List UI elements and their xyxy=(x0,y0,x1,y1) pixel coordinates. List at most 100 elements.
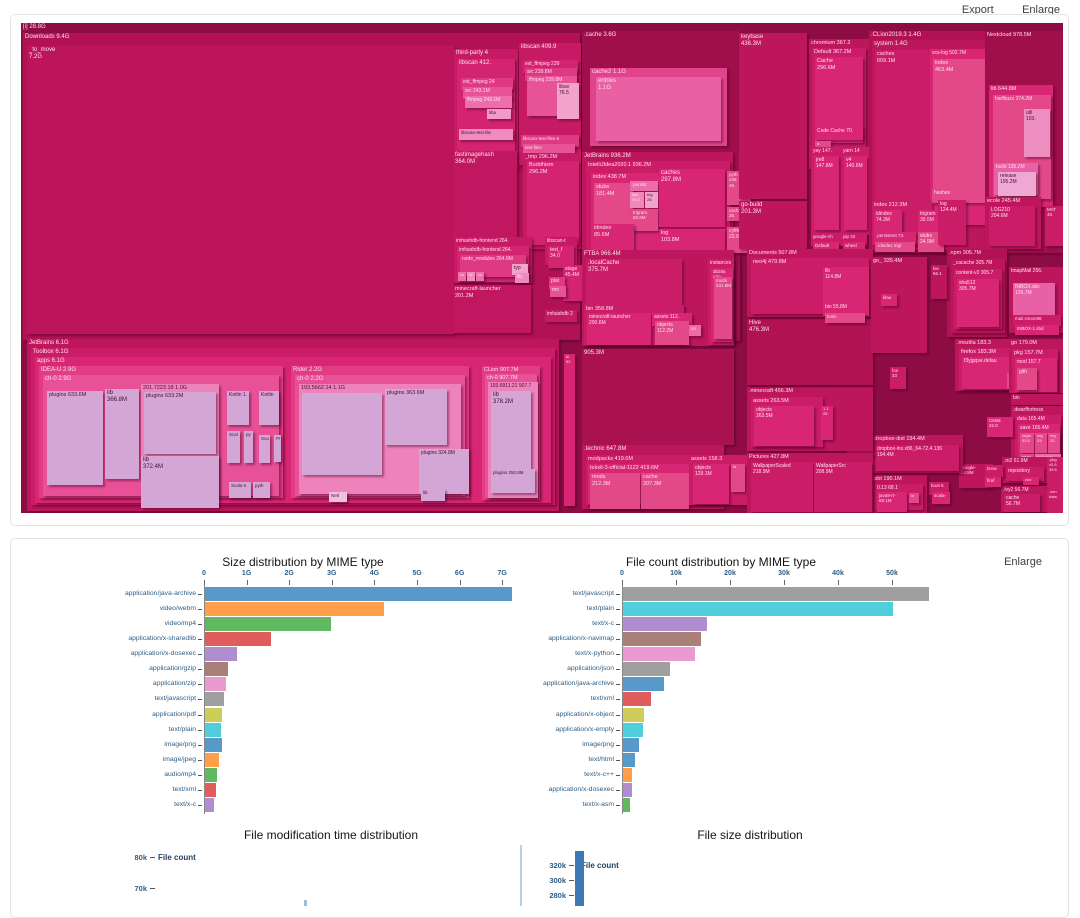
treemap-cell[interactable]: ffmpeg 243.1M xyxy=(465,96,512,108)
treemap-cell[interactable]: plugins 633.2M xyxy=(144,392,216,454)
treemap-cell[interactable]: v4 140.6M xyxy=(844,156,867,230)
treemap-cell[interactable]: INBOX.sbc 126.7M xyxy=(1013,283,1055,317)
treemap-cell[interactable]: typ xyxy=(512,264,528,275)
treemap-cell[interactable]: idindex 74.3M xyxy=(874,210,902,232)
treemap-cell[interactable]: LOG210 204.6M xyxy=(989,206,1035,246)
treemap-cell[interactable]: jre8 147.8M xyxy=(814,156,839,230)
export-button[interactable]: Export xyxy=(961,4,994,16)
treemap-cell[interactable]: node_modules 264.9M xyxy=(460,255,526,277)
treemap-cell[interactable]: .con data xyxy=(1047,489,1063,513)
treemap-cell[interactable]: plugins 363.6M xyxy=(385,389,447,445)
treemap-cell[interactable]: py xyxy=(244,431,253,463)
treemap-cell[interactable]: lib 114.8M xyxy=(823,267,869,303)
treemap-cell[interactable]: stubs 181.4M xyxy=(594,183,634,229)
treemap-cell[interactable]: tools xyxy=(825,313,865,323)
treemap-cell[interactable]: MAT 40. xyxy=(1045,206,1063,246)
treemap-cell[interactable]: mods 231.9M xyxy=(714,277,732,339)
treemap-cell[interactable]: bin 66.1 xyxy=(931,265,947,299)
treemap-cell[interactable]: trigram 39.5M xyxy=(918,210,944,232)
treemap-cell[interactable]: java9-rt- 68.1M xyxy=(877,492,907,512)
treemap-cell[interactable]: mods 212.3M xyxy=(590,473,640,509)
treemap-cell[interactable]: fon 33 xyxy=(890,367,906,389)
treemap-cell[interactable]: Hive 476.3M xyxy=(747,319,873,385)
treemap-cell[interactable]: objects 112.2M xyxy=(655,321,689,345)
treemap-cell[interactable]: lib xyxy=(515,273,529,283)
treemap-cell[interactable]: firef xyxy=(985,477,1001,487)
treemap-cell[interactable]: sha512 305.7M xyxy=(957,279,999,327)
treemap-cell[interactable]: idindex 85.6M xyxy=(592,224,634,252)
enlarge-charts-button[interactable]: Enlarge xyxy=(1004,556,1042,568)
enlarge-treemap-button[interactable]: Enlarge xyxy=(1022,4,1060,16)
treemap-cell[interactable]: wheel xyxy=(843,242,865,252)
treemap-cell[interactable]: caches 297.8M xyxy=(659,169,725,227)
treemap-cell[interactable]: a xyxy=(815,141,831,150)
treemap-cell[interactable]: _to_move 7.2G xyxy=(27,46,454,334)
treemap-cell[interactable]: .persist xyxy=(630,181,658,191)
treemap-cell[interactable]: or xyxy=(909,493,919,503)
treemap-cell[interactable]: Sca xyxy=(259,435,270,463)
treemap-cell[interactable]: test-files xyxy=(523,144,575,155)
treemap-cell[interactable]: scala- xyxy=(932,492,950,504)
treemap-cell[interactable]: objects 263.5M xyxy=(754,406,814,446)
treemap-cell[interactable]: lib 378.2M xyxy=(491,391,531,469)
treemap-cell[interactable]: INBOX-1.sbd xyxy=(1015,325,1059,335)
treemap-cell[interactable]: 1.1 25 xyxy=(821,406,833,440)
treemap-cell[interactable]: WallpaperScaled 218.9M xyxy=(751,462,813,512)
treemap-cell[interactable]: Scala 6 xyxy=(229,482,251,498)
treemap-cell[interactable]: on xyxy=(689,325,701,336)
treemap-cell[interactable]: boot 5 xyxy=(929,482,949,495)
treemap-cell[interactable]: Kotlin 1. xyxy=(227,391,249,425)
treemap-cell[interactable]: la xyxy=(731,464,745,492)
treemap-cell[interactable] xyxy=(302,393,382,475)
treemap-cell[interactable]: 905.3M xyxy=(582,349,734,445)
treemap-cell[interactable]: reg 32. xyxy=(1048,433,1060,453)
treemap-cell[interactable]: lib 372.4M xyxy=(141,456,219,508)
treemap-cell[interactable]: cache 56.7M xyxy=(1004,494,1040,512)
treemap-cell[interactable]: bi 92 xyxy=(564,354,575,506)
treemap-cell[interactable]: co xyxy=(458,272,466,281)
treemap-cell[interactable]: Scal xyxy=(227,431,240,463)
treemap-cell[interactable]: CMak 22.8 xyxy=(987,417,1013,437)
treemap-cell[interactable]: lib 366.8M xyxy=(105,389,139,479)
treemap-cell[interactable]: libscan-test-file xyxy=(459,129,513,140)
treemap-cell[interactable]: Default xyxy=(813,242,839,252)
treemap-cell[interactable]: minecraft-launcher 201.2M xyxy=(453,285,531,333)
treemap-cell[interactable]: bin xyxy=(1011,394,1063,405)
treemap-cell[interactable]: [i] 28.8G xyxy=(21,23,1063,32)
treemap-cell[interactable]: con xyxy=(1023,477,1039,485)
treemap-cell[interactable]: minecraft-launcher 200.6M xyxy=(587,313,651,345)
treemap-cell[interactable]: liba xyxy=(487,109,511,119)
treemap-cell[interactable]: reg 33. xyxy=(1035,433,1047,453)
treemap-cell[interactable]: hashes xyxy=(932,189,986,203)
treemap-cell[interactable]: gith xyxy=(1017,368,1037,390)
treemap-cell[interactable]: .pkg v2.6 39.6 xyxy=(1047,457,1063,493)
treemap-cell[interactable]: dropbox-lnx.x86_64-72.4.136 194.4M xyxy=(875,445,959,471)
treemap-cell[interactable]: Buddhism 296.2M xyxy=(527,161,579,245)
treemap-cell[interactable]: cache 207.3M xyxy=(641,473,689,509)
treemap-cell[interactable]: idin 40.2 xyxy=(630,192,644,208)
treemap-cell[interactable]: .persistent 73. xyxy=(874,232,916,243)
treemap-cell[interactable]: keybase 436.3M xyxy=(739,33,807,199)
treemap-cell[interactable]: WallpaperSrc 208.9M xyxy=(814,462,872,512)
treemap-cell[interactable]: fastimagehash 364.0M xyxy=(453,151,517,243)
treemap-cell[interactable]: m xyxy=(467,272,475,281)
treemap-cell[interactable]: plugins 633.6M xyxy=(47,391,103,485)
treemap-cell[interactable]: imhashdb 2 xyxy=(545,310,577,322)
treemap-cell[interactable]: util 103. xyxy=(1024,109,1050,157)
treemap-cell[interactable]: entries 1.1G xyxy=(596,77,721,141)
treemap-cell[interactable]: index 463.4M xyxy=(933,59,985,189)
treemap-cell[interactable]: test_f 34.0 xyxy=(548,246,574,268)
treemap-cell[interactable]: py xyxy=(274,435,281,462)
treemap-cell[interactable]: klau xyxy=(881,294,897,306)
treemap-cell[interactable]: pyth xyxy=(253,482,270,498)
treemap-cell[interactable]: plugins 250.8M xyxy=(491,469,535,493)
treemap-cell[interactable]: .idindex trigr xyxy=(875,242,915,252)
treemap-cell[interactable]: brow xyxy=(985,465,1003,477)
treemap-cell[interactable]: stubs 24.9M xyxy=(918,232,944,252)
treemap-cell[interactable]: libav 76.5 xyxy=(557,83,579,119)
treemap-cell[interactable]: objects 129.1M xyxy=(693,464,729,504)
treemap-cell[interactable]: trig 28 xyxy=(645,192,658,208)
treemap-cell[interactable]: plugins 324.8M xyxy=(419,449,469,494)
treemap-cell[interactable]: co xyxy=(476,272,484,281)
treemap-cell[interactable]: go-build 201.3M xyxy=(739,201,807,249)
